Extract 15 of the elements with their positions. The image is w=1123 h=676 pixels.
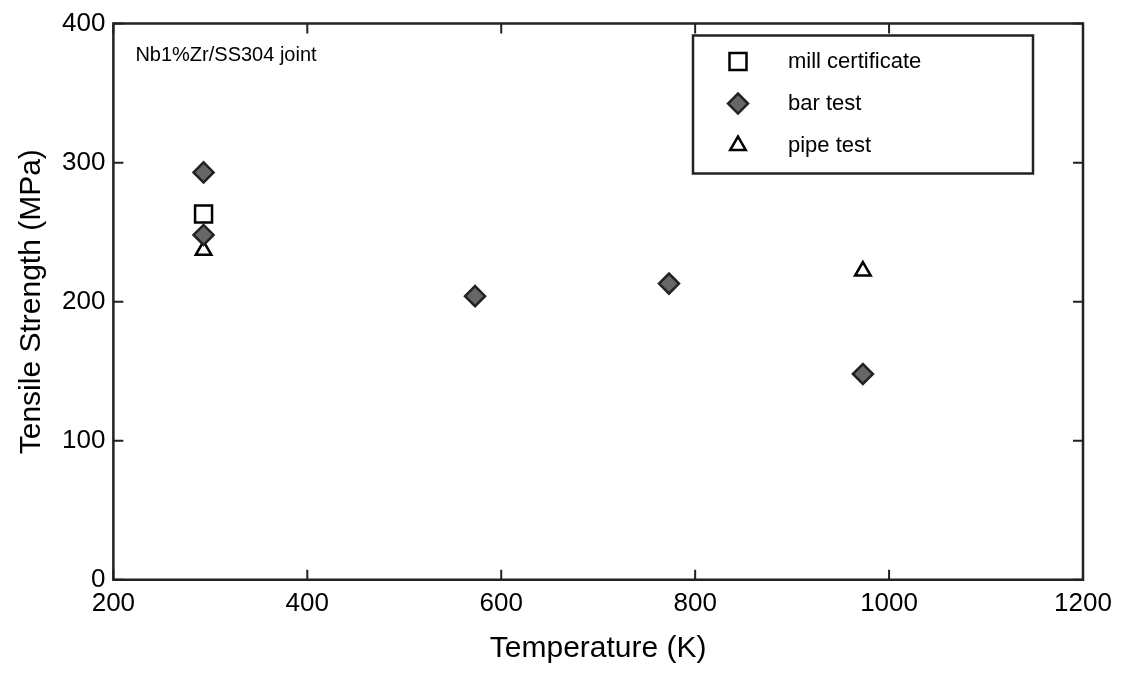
x-tick-label: 1000 <box>860 586 918 617</box>
x-tick-label: 600 <box>479 586 523 617</box>
y-tick-label: 400 <box>61 6 106 37</box>
legend-label: pipe test <box>788 131 872 157</box>
legend-label: bar test <box>788 89 862 115</box>
x-tick-label: 800 <box>673 586 717 617</box>
x-axis-title: Temperature (K) <box>489 630 707 664</box>
x-tick-label: 1200 <box>1054 586 1112 617</box>
y-tick-label: 200 <box>61 284 106 315</box>
annotation: Nb1%Zr/SS304 joint <box>135 43 318 66</box>
y-axis-title: Tensile Strength (MPa) <box>13 149 47 455</box>
y-tick-label: 100 <box>61 423 106 454</box>
y-tick-label: 300 <box>61 145 106 176</box>
x-tick-label: 400 <box>285 586 329 617</box>
legend-label: mill certificate <box>788 47 922 73</box>
